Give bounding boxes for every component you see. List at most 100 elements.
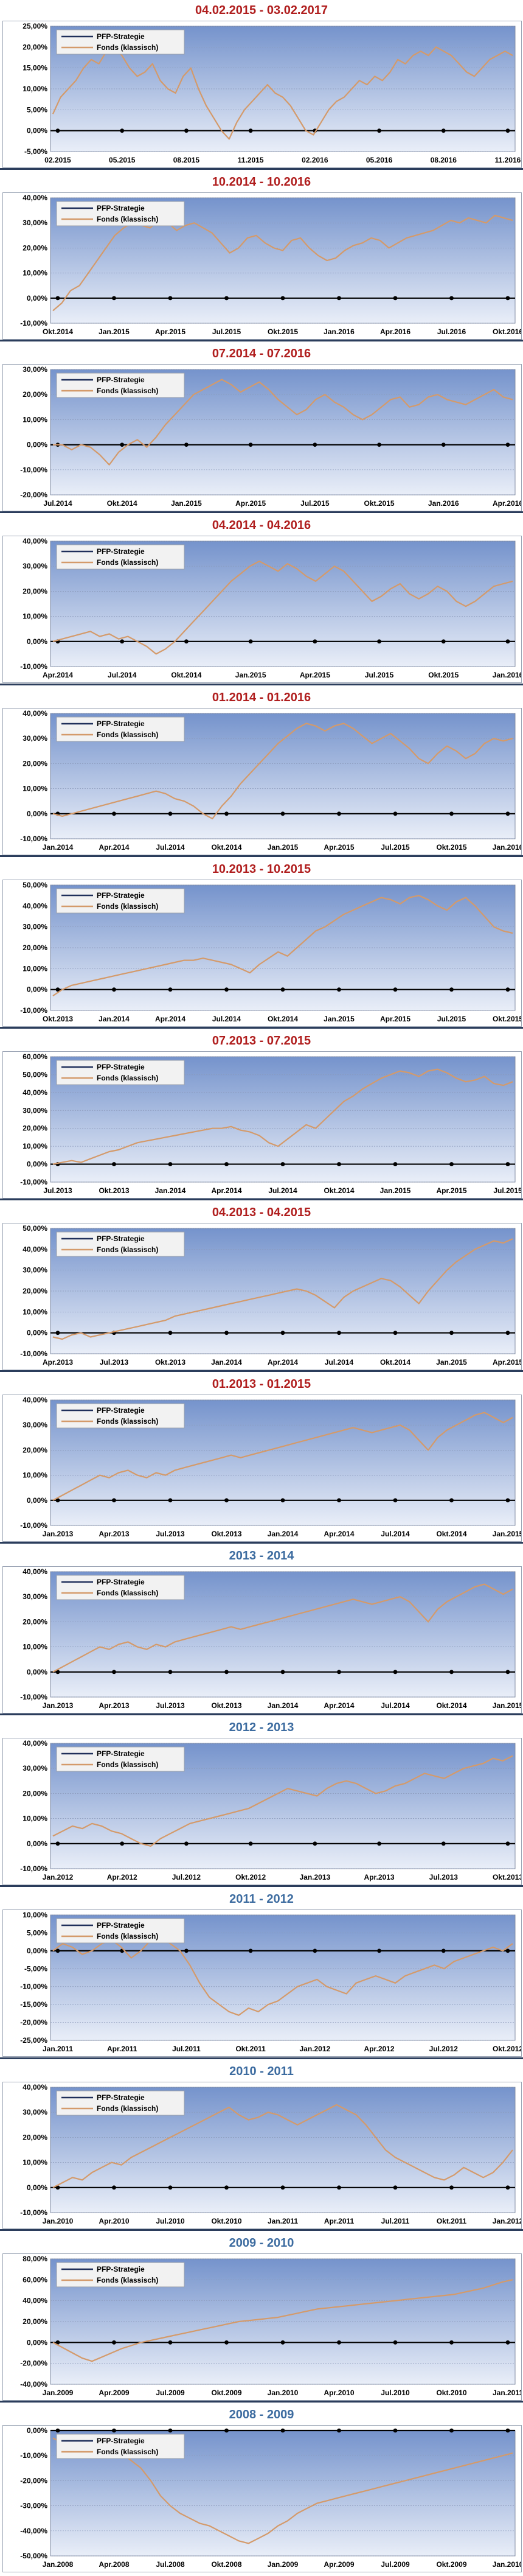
x-tick-label: Okt.2010 xyxy=(436,2389,466,2397)
x-tick-label: Jan.2014 xyxy=(211,1358,242,1367)
y-tick-label: 10,00% xyxy=(23,1643,47,1651)
axis-marker xyxy=(393,296,398,301)
axis-marker xyxy=(441,1841,446,1846)
chart-title: 2010 - 2011 xyxy=(229,2064,294,2078)
axis-marker xyxy=(505,1331,510,1335)
y-tick-label: 40,00% xyxy=(23,194,47,202)
axis-marker xyxy=(280,1670,285,1675)
axis-marker xyxy=(224,1331,229,1335)
x-tick-label: Jan.2013 xyxy=(299,1873,330,1881)
series-line-fonds xyxy=(52,2437,513,2544)
axis-marker xyxy=(337,2185,341,2189)
chart-frame: -5,00% 0,00% 5,00% 10,00% 15,00% 20,00% 25,00%… xyxy=(2,21,522,168)
x-tick-label: Jul.2009 xyxy=(381,2560,410,2569)
y-tick-label: 5,00% xyxy=(27,1929,47,1937)
legend-label-fonds: Fonds (klassisch) xyxy=(97,1589,158,1597)
legend-label-fonds: Fonds (klassisch) xyxy=(97,387,158,395)
panel-separator xyxy=(0,2228,523,2231)
axis-marker xyxy=(280,296,285,301)
axis-marker xyxy=(120,443,125,447)
x-tick-label: Jan.2015 xyxy=(99,327,130,336)
y-tick-label: 10,00% xyxy=(23,2158,47,2166)
legend-box xyxy=(56,29,185,55)
axis-marker xyxy=(337,296,341,301)
axis-marker xyxy=(449,2185,454,2189)
x-tick-label: Jan.2016 xyxy=(493,671,521,679)
y-tick-label: 0,00% xyxy=(27,1496,47,1505)
chart-svg: -10,00% 0,00% 10,00% 20,00% 30,00% 40,00% 50,0… xyxy=(20,1052,521,1195)
chart-panel: 04.2014 - 04.2016 -10,00% 0,00% 10,00% 20,00… xyxy=(0,515,523,687)
x-tick-label: Jan.2015 xyxy=(171,499,202,508)
x-tick-label: Apr.2015 xyxy=(324,843,354,852)
axis-marker xyxy=(337,987,341,992)
x-tick-label: Okt.2009 xyxy=(211,2389,241,2397)
legend: PFP-Strategie Fonds (klassisch) xyxy=(56,2090,185,2116)
chart-svg: -10,00% 0,00% 10,00% 20,00% 30,00% 40,00% Jan.… xyxy=(20,1567,521,1710)
y-tick-label: 0,00% xyxy=(27,1329,47,1337)
y-tick-label: 10,00% xyxy=(23,416,47,424)
chart-frame: -10,00% 0,00% 10,00% 20,00% 30,00% 40,00% 50,0… xyxy=(2,1222,522,1370)
chart-title: 07.2013 - 07.2015 xyxy=(212,1034,311,1048)
axis-marker xyxy=(120,639,125,644)
x-tick-label: Jul.2014 xyxy=(43,499,72,508)
y-tick-label: 0,00% xyxy=(27,294,47,303)
axis-marker xyxy=(55,1948,60,1953)
panel-separator xyxy=(0,1198,523,1200)
y-tick-label: 10,00% xyxy=(23,269,47,278)
axis-marker xyxy=(168,2428,173,2433)
axis-marker xyxy=(337,1498,341,1503)
legend-label-fonds: Fonds (klassisch) xyxy=(97,2104,158,2113)
legend-label-fonds: Fonds (klassisch) xyxy=(97,2276,158,2284)
x-tick-label: Apr.2014 xyxy=(268,1358,298,1367)
x-tick-label: Jul.2013 xyxy=(156,1701,185,1710)
y-tick-label: 20,00% xyxy=(23,1287,47,1295)
panel-separator xyxy=(0,683,523,685)
chart-frame: -10,00% 0,00% 10,00% 20,00% 30,00% 40,00% Okt.… xyxy=(2,192,522,340)
x-tick-label: Apr.2013 xyxy=(364,1873,395,1881)
legend-box xyxy=(56,716,185,742)
chart-title: 01.2013 - 01.2015 xyxy=(212,1377,311,1391)
x-tick-label: Okt.2014 xyxy=(380,1358,410,1367)
chart-svg: -5,00% 0,00% 5,00% 10,00% 15,00% 20,00% 25,00%… xyxy=(23,22,521,164)
x-tick-label: Jul.2011 xyxy=(172,2045,201,2053)
x-tick-label: Jul.2013 xyxy=(156,1530,185,1538)
chart-title: 10.2013 - 10.2015 xyxy=(212,862,311,876)
legend-box xyxy=(56,201,185,226)
chart-title: 07.2014 - 07.2016 xyxy=(212,347,311,361)
x-tick-label: 05.2015 xyxy=(109,156,136,164)
x-tick-label: Jan.2009 xyxy=(268,2560,299,2569)
legend: PFP-Strategie Fonds (klassisch) xyxy=(56,29,185,55)
legend-label-fonds: Fonds (klassisch) xyxy=(97,1932,158,1941)
axis-marker xyxy=(505,2185,510,2189)
axis-marker xyxy=(224,987,229,992)
axis-marker xyxy=(280,2428,285,2433)
x-tick-label: Jul.2014 xyxy=(268,1186,297,1195)
axis-marker xyxy=(393,811,398,816)
legend-label-pfp: PFP-Strategie xyxy=(97,547,145,556)
chart-svg: -10,00% 0,00% 10,00% 20,00% 30,00% 40,00% Apr.… xyxy=(20,537,521,679)
axis-marker xyxy=(112,296,116,301)
plot-area xyxy=(50,369,516,495)
y-tick-label: 30,00% xyxy=(23,1106,47,1115)
x-tick-label: Jan.2010 xyxy=(268,2389,299,2397)
y-tick-label: 40,00% xyxy=(23,1245,47,1253)
x-tick-label: Apr.2016 xyxy=(493,499,521,508)
axis-marker xyxy=(505,1670,510,1675)
chart-panel: 2008 - 2009 -50,00% -40,00% -30,00% -20,00% -… xyxy=(0,2404,523,2576)
x-tick-label: Jan.2012 xyxy=(43,1873,74,1881)
legend-label-fonds: Fonds (klassisch) xyxy=(97,730,158,739)
y-tick-label: 50,00% xyxy=(23,1224,47,1233)
axis-marker xyxy=(393,1498,398,1503)
x-tick-label: Jan.2015 xyxy=(268,843,299,852)
y-tick-label: -40,00% xyxy=(20,2527,47,2535)
axis-marker xyxy=(112,2428,116,2433)
y-tick-label: 10,00% xyxy=(23,1142,47,1150)
y-tick-label: 0,00% xyxy=(27,809,47,817)
panel-separator xyxy=(0,1026,523,1029)
y-tick-label: 0,00% xyxy=(27,637,47,646)
legend: PFP-Strategie Fonds (klassisch) xyxy=(56,1231,185,1257)
x-tick-label: Jul.2010 xyxy=(156,2217,185,2225)
y-tick-label: 0,00% xyxy=(27,2426,47,2435)
series-line-fonds xyxy=(52,46,513,140)
